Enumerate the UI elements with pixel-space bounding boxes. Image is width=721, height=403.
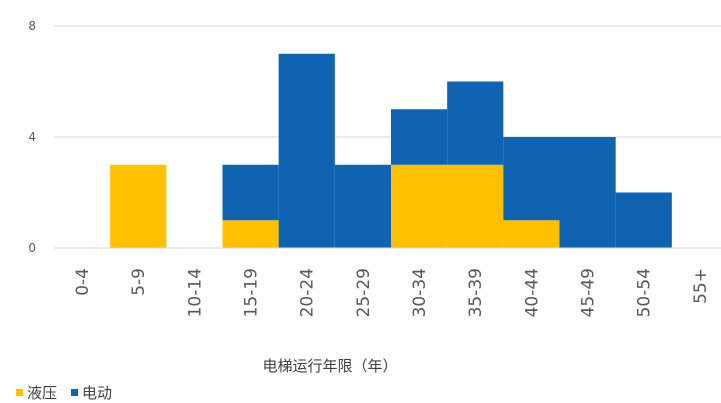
bar-series-1: [447, 164, 504, 248]
bar-series-1: [391, 164, 448, 248]
bar-series-2: [278, 53, 335, 248]
x-tick-label: 50-54: [635, 268, 655, 317]
bar-series-2: [222, 164, 279, 221]
x-tick-label: 45-49: [579, 268, 599, 317]
gridlines: [54, 25, 721, 138]
x-tick-label: 25-29: [354, 268, 374, 317]
x-tick-label: 0-4: [73, 268, 93, 296]
bar-series-2: [559, 137, 616, 248]
bar-series-1: [110, 164, 167, 248]
x-tick-label: 30-34: [410, 268, 430, 317]
legend-swatch: [16, 389, 23, 396]
legend-swatch: [71, 389, 78, 396]
legend-label: 液压: [27, 384, 57, 402]
bar-series-2: [503, 137, 560, 221]
x-axis-label: 电梯运行年限（年）: [262, 357, 397, 375]
y-tick-label: 0: [28, 241, 36, 255]
x-axis-ticks: 0-4 5-9 10-14 15-19 20-24 25-29 30-34 35-39 40-4…: [73, 268, 711, 317]
y-tick-label: 8: [28, 19, 36, 33]
bar-series-1: [222, 220, 279, 248]
y-tick-label: 4: [28, 130, 36, 144]
bar-series-2: [391, 109, 448, 165]
bar-series-2: [447, 81, 504, 165]
bar-series-1: [503, 220, 560, 248]
legend: 液压 电动: [16, 384, 112, 402]
x-tick-label: 20-24: [298, 268, 318, 317]
x-tick-label: 55+: [691, 268, 711, 304]
y-axis-ticks: 0 4 8: [28, 19, 36, 255]
bar-series-2: [615, 192, 672, 248]
x-tick-label: 10-14: [185, 268, 205, 317]
legend-label: 电动: [82, 384, 112, 402]
bars: [110, 53, 672, 248]
x-tick-label: 15-19: [242, 268, 262, 317]
bar-series-2: [334, 164, 391, 248]
x-tick-label: 35-39: [466, 268, 486, 317]
x-tick-label: 40-44: [522, 268, 542, 317]
x-tick-label: 5-9: [129, 268, 149, 296]
